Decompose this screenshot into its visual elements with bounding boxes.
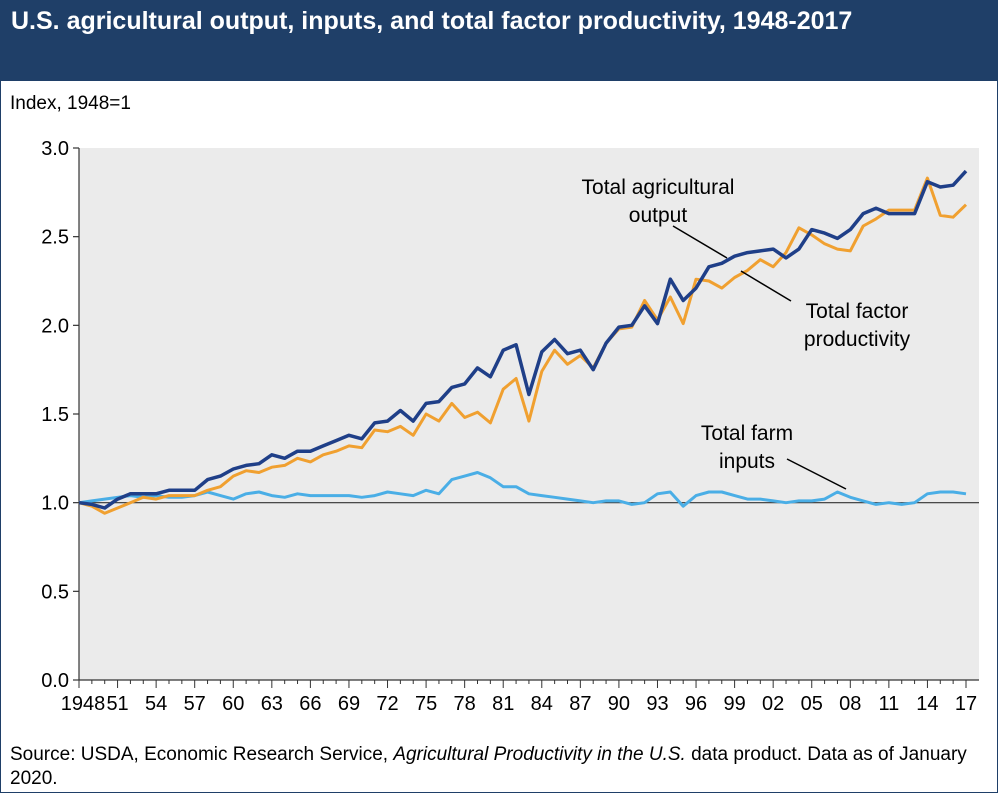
leader-line-inputs <box>786 458 847 490</box>
line-chart: 0.0 0.5 1.0 1.5 2.0 2.5 3.0 1948 51 54 57 60 63 66 69 7… <box>41 138 979 715</box>
series-label-inputs: Total farm <box>701 422 793 445</box>
source-prefix: Source: USDA, Economic Research Service, <box>10 744 394 765</box>
x-tick-label: 08 <box>839 693 861 715</box>
x-tick-label: 54 <box>145 693 167 715</box>
source-suffix: data product. Data as of January 2020. <box>10 744 967 789</box>
x-tick-label: 14 <box>916 693 938 715</box>
series-label-output: Total agricultural <box>582 176 735 199</box>
series-label-inputs: inputs <box>719 450 775 473</box>
x-tick-label: 05 <box>801 693 823 715</box>
x-tick-label: 11 <box>878 693 899 715</box>
x-tick-label: 1948 <box>61 693 106 715</box>
x-tick-label: 51 <box>106 693 128 715</box>
x-tick-label: 84 <box>531 693 553 715</box>
source-title: Agricultural Productivity in the U.S. <box>393 744 686 765</box>
x-tick-label: 57 <box>184 693 206 715</box>
x-tick-label: 99 <box>723 693 745 715</box>
x-tick-label: 96 <box>685 693 707 715</box>
y-tick-label: 0.0 <box>41 670 69 692</box>
series-label-output: output <box>629 204 688 227</box>
series-label-tfp: Total factor <box>806 300 909 323</box>
leader-line-output <box>672 225 728 259</box>
y-tick-label: 1.5 <box>41 404 69 426</box>
x-tick-label: 17 <box>955 693 977 715</box>
leader-line-tfp <box>740 270 792 302</box>
y-tick-label: 3.0 <box>41 138 69 160</box>
x-tick-label: 69 <box>338 693 360 715</box>
y-tick-label: 1.0 <box>41 493 69 515</box>
y-tick-label: 2.5 <box>41 227 69 249</box>
series-line-inputs <box>78 471 967 508</box>
x-tick-label: 75 <box>415 693 437 715</box>
x-tick-label: 72 <box>376 693 398 715</box>
series-labels: Total agricultural output Total factor prod… <box>582 176 911 490</box>
x-tick-label: 93 <box>646 693 668 715</box>
series-line-tfp <box>78 176 968 515</box>
x-tick-label: 90 <box>608 693 630 715</box>
series-line-output <box>78 169 968 510</box>
title-banner: U.S. agricultural output, inputs, and to… <box>1 1 997 81</box>
series-group <box>78 169 968 515</box>
x-tick-label: 02 <box>762 693 784 715</box>
plot-area <box>79 148 979 680</box>
x-tick-label: 81 <box>492 693 514 715</box>
chart-title: U.S. agricultural output, inputs, and to… <box>11 7 853 35</box>
x-tick-label: 87 <box>569 693 591 715</box>
x-tick-label: 60 <box>222 693 244 715</box>
x-tick-label: 63 <box>261 693 283 715</box>
y-axis-unit-label: Index, 1948=1 <box>10 93 131 114</box>
y-tick-label: 0.5 <box>41 581 69 603</box>
axes: 0.0 0.5 1.0 1.5 2.0 2.5 3.0 1948 51 54 57 60 63 66 69 7… <box>41 138 979 715</box>
x-tick-label: 66 <box>299 693 321 715</box>
y-tick-label: 2.0 <box>41 315 69 337</box>
x-tick-label: 78 <box>454 693 476 715</box>
source-note: Source: USDA, Economic Research Service,… <box>10 743 970 791</box>
series-label-tfp: productivity <box>804 328 911 351</box>
